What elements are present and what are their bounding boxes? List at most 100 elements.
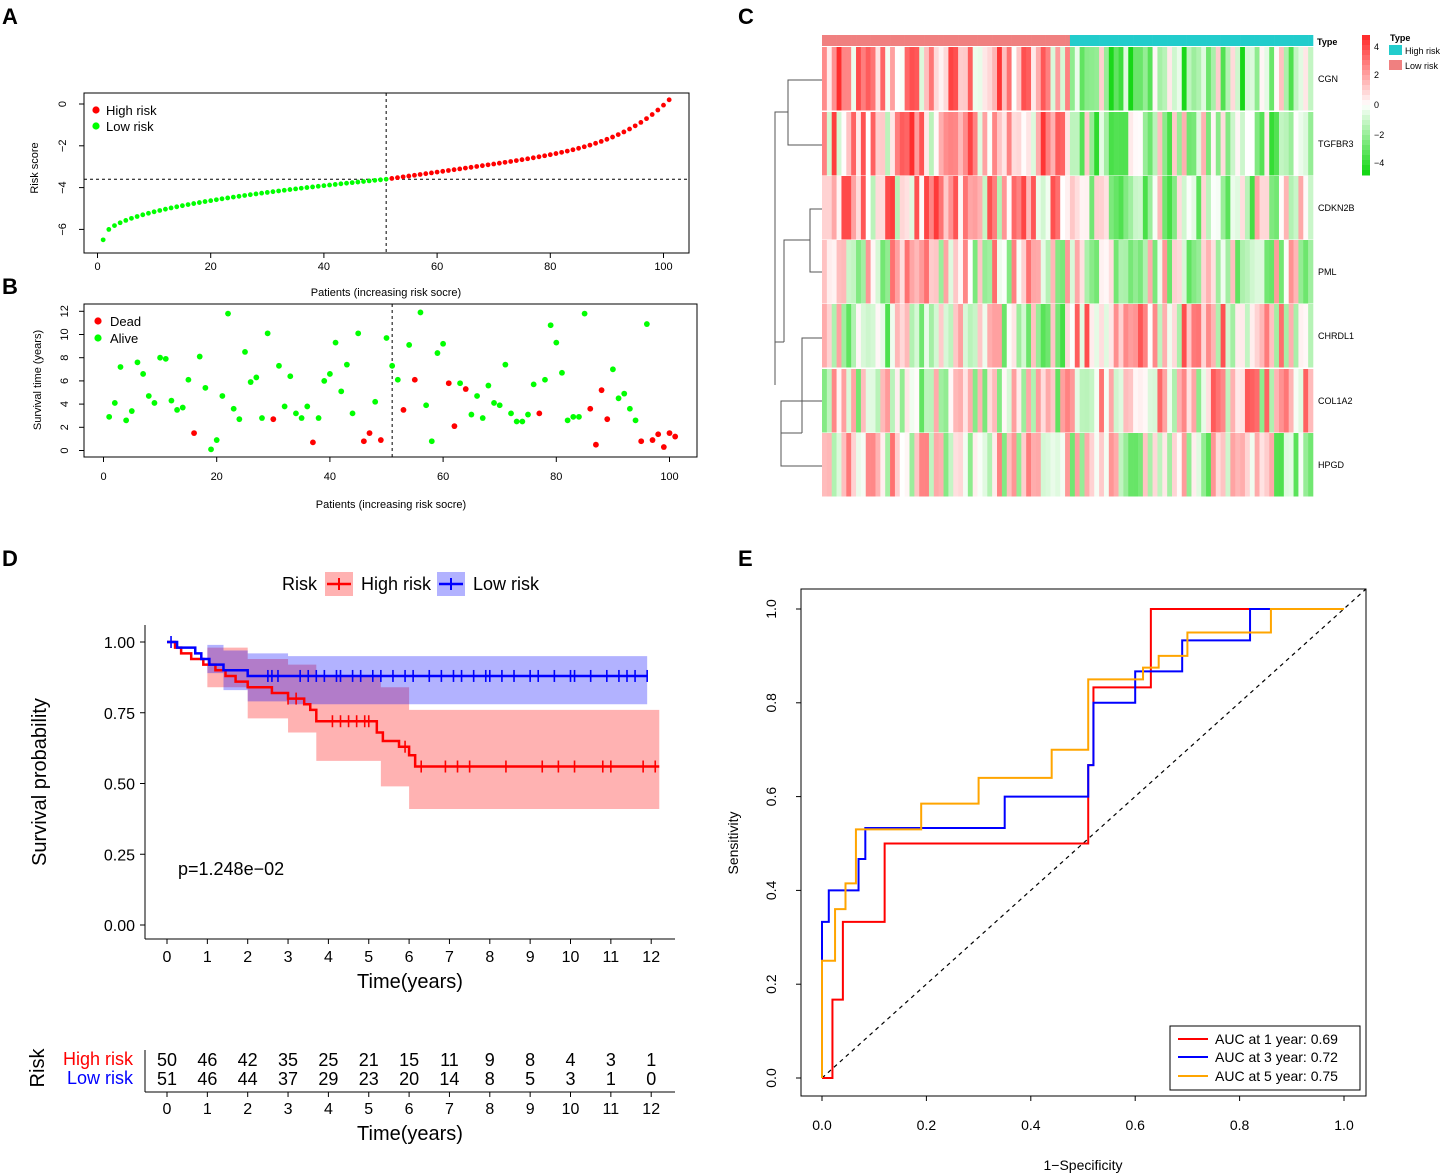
heatmap-cell — [1201, 112, 1207, 176]
heatmap-cell — [1167, 369, 1173, 433]
heatmap-cell — [1016, 47, 1022, 111]
heatmap-cell — [943, 240, 949, 304]
heatmap-cell — [1176, 176, 1183, 240]
heatmap-cell — [1269, 112, 1275, 176]
heatmap-cell — [885, 304, 891, 368]
heatmap-cell — [865, 112, 871, 176]
heatmap-cell — [846, 304, 852, 368]
heatmap-cell — [1157, 433, 1163, 497]
heatmap-cell — [1191, 112, 1197, 176]
type-annotation-cell — [962, 35, 969, 46]
color-scale-step — [1362, 105, 1370, 111]
heatmap-cell — [1045, 47, 1051, 111]
type-legend-title: Type — [1390, 33, 1410, 43]
type-annotation-cell — [1167, 35, 1173, 46]
heatmap-cell — [1069, 112, 1076, 176]
point-alive — [213, 437, 220, 443]
type-annotation-cell — [1069, 35, 1076, 46]
color-scale-step — [1362, 145, 1370, 151]
heatmap-cell — [987, 304, 993, 368]
heatmap-cell — [914, 176, 920, 240]
point-alive — [174, 407, 180, 413]
point-high-risk — [530, 155, 536, 161]
type-annotation-cell — [1196, 35, 1202, 46]
risk-table-cell: 1 — [606, 1069, 616, 1089]
point-low-risk — [106, 227, 112, 232]
heatmap-cell — [1274, 112, 1280, 176]
point-alive — [242, 349, 248, 355]
heatmap-cell — [880, 240, 886, 304]
heatmap-cell — [938, 176, 944, 240]
point-alive — [264, 330, 271, 337]
heatmap-cell — [1065, 240, 1071, 304]
x-tick-label: 60 — [431, 261, 443, 273]
heatmap-cell — [1264, 369, 1270, 433]
point-alive — [259, 415, 265, 421]
risk-table-cell: 20 — [399, 1069, 419, 1089]
point-alive — [225, 310, 231, 317]
heatmap-cell — [1118, 369, 1124, 433]
point-low-risk — [100, 237, 106, 243]
heatmap-cell — [987, 369, 993, 433]
type-annotation-cell — [1011, 35, 1017, 46]
heatmap-cell — [928, 112, 935, 176]
point-alive — [355, 330, 362, 337]
point-alive — [485, 382, 492, 389]
heatmap-cell — [1240, 112, 1246, 176]
heatmap-cell — [1196, 176, 1202, 240]
heatmap-cell — [1069, 47, 1076, 111]
heatmap-cell — [904, 176, 910, 240]
heatmap-cell — [1065, 176, 1071, 240]
heatmap-cell — [977, 433, 983, 497]
heatmap-cell — [1269, 47, 1275, 111]
gene-label-tgfbr3: TGFBR3 — [1318, 139, 1354, 149]
heatmap-cell — [1240, 47, 1246, 111]
heatmap-cell — [1220, 369, 1226, 433]
heatmap-cell — [870, 240, 876, 304]
heatmap-cell — [953, 240, 959, 304]
heatmap-cell — [875, 176, 881, 240]
heatmap-cell — [1259, 176, 1265, 240]
heatmap-cell — [972, 240, 978, 304]
heatmap-cell — [856, 240, 862, 304]
heatmap-cell — [875, 240, 881, 304]
point-alive — [417, 309, 424, 316]
point-low-risk — [185, 202, 191, 207]
x-tick-label: 9 — [526, 949, 535, 966]
heatmap-cell — [1186, 433, 1192, 497]
heatmap-cell — [943, 176, 949, 240]
heatmap-cell — [1040, 47, 1046, 111]
heatmap-cell — [1254, 176, 1260, 240]
type-annotation-cell — [1079, 35, 1085, 46]
heatmap-cell — [1142, 304, 1149, 368]
heatmap-cell — [860, 369, 867, 433]
heatmap-cell — [1147, 304, 1153, 368]
heatmap-cell — [1206, 369, 1212, 433]
heatmap-cell — [1035, 433, 1042, 497]
heatmap-cell — [1123, 47, 1129, 111]
point-low-risk — [366, 178, 372, 184]
heatmap-cell — [904, 304, 910, 368]
x-axis-label: Patients (increasing risk socre) — [311, 287, 461, 299]
heatmap-cell — [1181, 47, 1187, 111]
heatmap-cell — [1259, 369, 1265, 433]
heatmap-cell — [1099, 47, 1105, 111]
heatmap-cell — [909, 433, 915, 497]
panel-label-e: E — [738, 546, 753, 571]
heatmap-cell — [1001, 433, 1008, 497]
heatmap-cell — [1244, 433, 1251, 497]
type-annotation-cell — [992, 35, 998, 46]
x-tick-label: 0.6 — [1125, 1117, 1145, 1133]
heatmap-cell — [836, 240, 842, 304]
heatmap-cell — [909, 176, 915, 240]
x-tick-label: 1 — [203, 949, 212, 966]
point-low-risk — [276, 188, 282, 194]
heatmap-cell — [982, 112, 988, 176]
x-tick-label: 12 — [642, 1101, 660, 1118]
point-alive — [610, 366, 616, 373]
heatmap-cell — [1157, 240, 1163, 304]
point-high-risk — [632, 123, 638, 129]
heatmap-cell — [1225, 47, 1231, 111]
point-low-risk — [355, 179, 361, 185]
gene-label-pml: PML — [1318, 267, 1337, 277]
